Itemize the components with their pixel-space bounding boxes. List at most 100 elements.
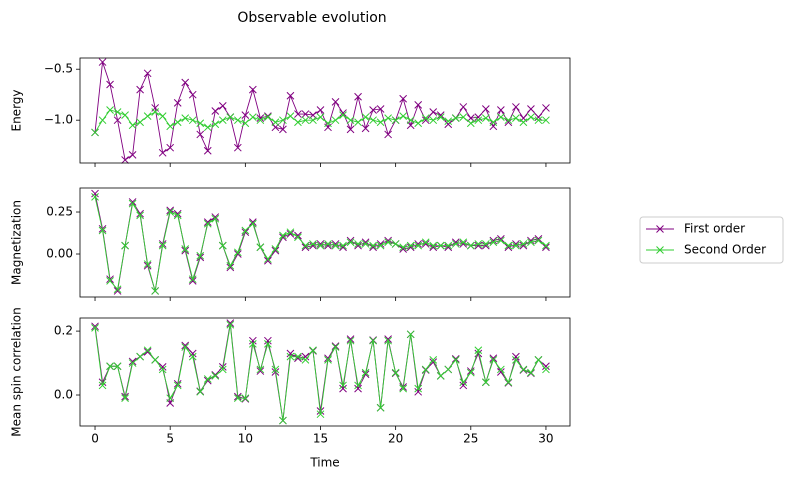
point-marker bbox=[354, 118, 362, 127]
point-marker bbox=[489, 354, 498, 363]
point-marker bbox=[354, 384, 362, 393]
series-line bbox=[94, 61, 547, 161]
point-marker bbox=[459, 378, 468, 387]
point-marker bbox=[166, 394, 175, 403]
point-marker bbox=[361, 124, 370, 133]
point-marker bbox=[527, 368, 535, 377]
point-marker bbox=[466, 241, 475, 250]
point-marker bbox=[542, 241, 550, 250]
point-marker bbox=[369, 241, 377, 250]
point-marker bbox=[459, 103, 468, 111]
point-marker bbox=[331, 343, 340, 351]
point-marker bbox=[429, 108, 438, 116]
point-marker bbox=[519, 240, 528, 248]
point-marker bbox=[211, 371, 220, 380]
point-marker bbox=[354, 240, 362, 248]
point-marker bbox=[143, 260, 152, 268]
point-marker bbox=[294, 233, 302, 242]
series-line bbox=[94, 324, 547, 421]
point-marker bbox=[196, 119, 205, 128]
point-marker bbox=[166, 122, 175, 131]
point-marker bbox=[264, 336, 272, 345]
axes-frame bbox=[79, 187, 571, 298]
point-marker bbox=[481, 378, 490, 387]
x-tick-label: 5 bbox=[166, 432, 174, 446]
point-marker bbox=[294, 110, 302, 118]
point-marker bbox=[414, 119, 423, 128]
point-marker bbox=[421, 116, 430, 125]
point-marker bbox=[158, 241, 167, 250]
point-marker bbox=[113, 285, 122, 294]
series-line bbox=[94, 109, 546, 133]
point-marker bbox=[331, 240, 340, 248]
point-marker bbox=[512, 114, 520, 122]
point-marker bbox=[354, 381, 362, 390]
x-tick-label: 20 bbox=[388, 432, 403, 446]
point-marker bbox=[527, 238, 535, 247]
y-tick-label: −0.5 bbox=[44, 62, 73, 76]
point-marker bbox=[143, 112, 152, 120]
point-marker bbox=[286, 112, 295, 120]
point-marker bbox=[196, 387, 205, 396]
point-marker bbox=[346, 336, 355, 345]
y-axis-label: Magnetization bbox=[10, 200, 24, 285]
point-marker bbox=[309, 240, 317, 248]
point-marker bbox=[271, 118, 280, 127]
point-marker bbox=[504, 241, 513, 250]
point-marker bbox=[264, 113, 272, 121]
point-marker bbox=[188, 275, 197, 284]
point-marker bbox=[466, 368, 475, 377]
figure-title: Observable evolution bbox=[237, 10, 386, 26]
y-tick-label: −1.0 bbox=[44, 113, 73, 127]
point-marker bbox=[241, 394, 250, 403]
point-marker bbox=[121, 241, 129, 250]
point-marker bbox=[181, 78, 190, 87]
point-marker bbox=[436, 371, 445, 380]
point-marker bbox=[316, 240, 325, 248]
point-marker bbox=[113, 362, 122, 371]
point-marker bbox=[451, 240, 460, 248]
point-marker bbox=[203, 375, 212, 383]
y-tick-label: 0.0 bbox=[54, 388, 73, 402]
point-marker bbox=[113, 108, 122, 116]
point-marker bbox=[173, 118, 182, 127]
point-marker bbox=[121, 111, 129, 119]
point-marker bbox=[376, 240, 385, 248]
point-marker bbox=[143, 261, 152, 270]
legend: First order Second Order bbox=[639, 216, 784, 264]
point-marker bbox=[203, 146, 212, 155]
point-marker bbox=[264, 255, 272, 263]
point-marker bbox=[384, 130, 392, 139]
point-marker bbox=[248, 113, 257, 121]
point-marker bbox=[331, 116, 340, 125]
point-marker bbox=[113, 116, 122, 125]
point-marker bbox=[466, 367, 475, 375]
point-marker bbox=[233, 248, 242, 257]
point-marker bbox=[339, 381, 347, 390]
point-marker bbox=[542, 116, 550, 125]
point-marker bbox=[188, 116, 197, 125]
point-marker bbox=[346, 125, 355, 134]
point-marker bbox=[143, 69, 152, 78]
point-marker bbox=[91, 189, 99, 198]
point-marker bbox=[151, 108, 160, 116]
point-marker bbox=[474, 241, 483, 250]
point-marker bbox=[91, 193, 99, 201]
point-marker bbox=[459, 238, 468, 247]
point-marker bbox=[324, 119, 332, 128]
point-marker bbox=[173, 209, 182, 218]
point-marker bbox=[406, 243, 415, 252]
point-marker bbox=[406, 330, 415, 339]
point-marker bbox=[512, 352, 520, 361]
point-marker bbox=[459, 381, 468, 390]
point-marker bbox=[181, 343, 190, 351]
point-marker bbox=[173, 211, 182, 220]
point-marker bbox=[271, 365, 280, 374]
point-marker bbox=[324, 356, 332, 364]
point-marker bbox=[166, 143, 175, 152]
point-marker bbox=[211, 214, 220, 223]
point-marker bbox=[339, 384, 347, 393]
point-marker bbox=[497, 368, 505, 376]
point-marker bbox=[481, 105, 490, 113]
